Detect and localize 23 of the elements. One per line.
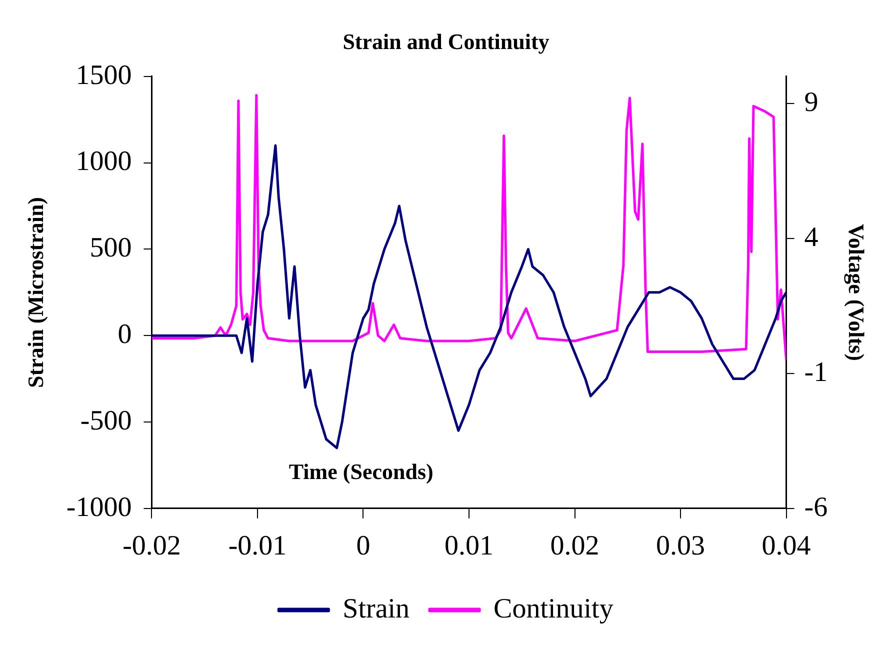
y2-tick-label: -1 [804,356,828,388]
y-tick-label: 0 [118,318,132,350]
chart-title: Strain and Continuity [342,28,550,54]
x-tick-label: 0.01 [444,530,494,562]
y-tick-label: 500 [90,232,132,264]
x-axis-title: Time (Seconds) [288,459,434,484]
x-tick-label: -0.01 [228,530,287,562]
x-tick-label: -0.02 [122,530,181,562]
y2-axis-title: Voltage (Volts) [844,224,870,361]
y-tick-label: 1500 [76,60,132,91]
y2-tick-label: 9 [804,86,818,118]
x-tick-label: 0 [356,530,370,562]
y-axis-title: Strain (Microstrain) [22,196,48,388]
x-tick-label: 0.02 [550,530,600,562]
y-tick-label: 1000 [76,146,132,178]
y2-tick-label: -6 [804,492,828,523]
y2-tick-label: 4 [804,222,818,253]
legend-label: Continuity [494,593,614,624]
x-tick-label: 0.04 [762,530,811,562]
y-tick-label: -500 [80,405,132,436]
legend-label: Strain [342,593,410,624]
y-tick-label: -1000 [66,492,132,523]
x-tick-label: 0.03 [656,530,706,562]
